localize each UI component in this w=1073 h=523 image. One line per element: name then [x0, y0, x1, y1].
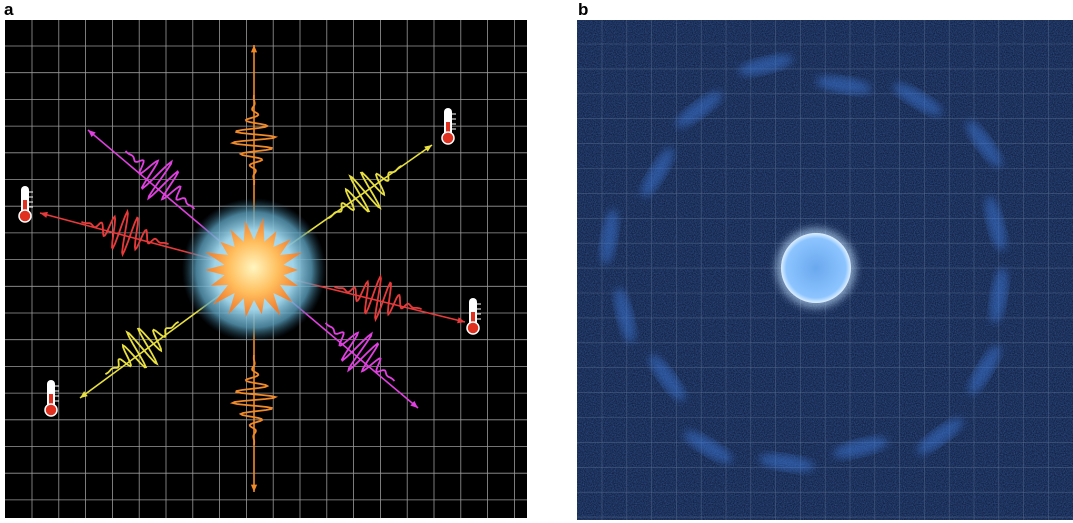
panel-label: a [4, 0, 14, 19]
image [577, 20, 1073, 520]
thermometer-bulb [442, 132, 454, 144]
thermometer-bulb [19, 210, 31, 222]
central-spot [781, 233, 851, 303]
panel-label: b [578, 0, 588, 19]
thermometer-bulb [45, 404, 57, 416]
figure: a b [0, 0, 1073, 523]
thermometer-bulb [467, 322, 479, 334]
